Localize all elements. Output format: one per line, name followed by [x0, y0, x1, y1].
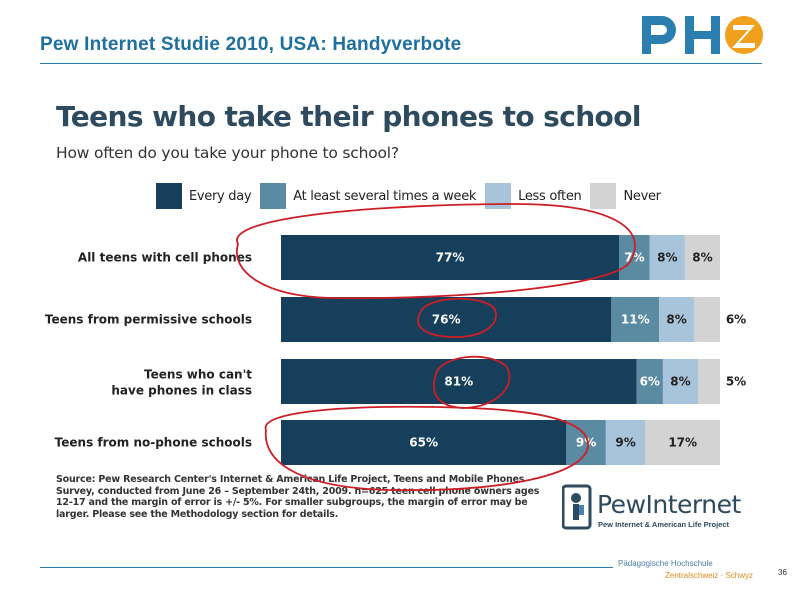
phz-logo-h — [685, 16, 720, 54]
title-divider — [40, 63, 762, 64]
footer-divider — [40, 567, 613, 568]
data-label: 65% — [409, 436, 438, 450]
data-label: 6% — [640, 375, 660, 389]
pew-logo-tagline: Pew Internet & American Life Project — [598, 520, 730, 529]
data-label: 76% — [432, 313, 461, 327]
data-label: 8% — [666, 313, 686, 327]
data-label: 6% — [726, 313, 746, 327]
footer-school-line2: Zentralschweiz · Schwyz — [665, 571, 754, 580]
chart-title: Teens who take their phones to school — [56, 100, 641, 133]
data-label: 17% — [668, 436, 697, 450]
data-label: 9% — [576, 436, 596, 450]
bar-segment — [662, 359, 699, 404]
bar-segment — [649, 235, 685, 280]
bar-segment — [611, 297, 660, 342]
bar-segment — [636, 359, 663, 404]
pew-logo-icon — [562, 484, 592, 530]
bar-segment — [698, 359, 720, 404]
category-label: All teens with cell phones — [78, 251, 252, 265]
page-number: 36 — [778, 568, 787, 577]
pew-logo-name: PewInternet — [597, 490, 741, 519]
data-label: 11% — [621, 313, 650, 327]
data-label: 7% — [624, 251, 644, 265]
category-label: Teens from permissive schools — [45, 313, 252, 327]
phz-logo — [642, 16, 763, 54]
bar-segment — [693, 297, 720, 342]
bar-segment — [659, 297, 694, 342]
slide-title: Pew Internet Studie 2010, USA: Handyverb… — [40, 34, 462, 55]
legend-label-several-times: At least several times a week — [293, 188, 477, 204]
category-label: Teens from no-phone schools — [55, 436, 252, 450]
legend-item-every-day: Every day — [156, 183, 252, 209]
data-label: 9% — [615, 436, 635, 450]
data-label: 77% — [436, 251, 465, 265]
footer-school-line1: Pädagogische Hochschule — [618, 559, 713, 568]
legend-label-less-often: Less often — [518, 188, 582, 204]
data-label: 5% — [726, 375, 746, 389]
bar-segment — [645, 420, 720, 465]
legend-label-every-day: Every day — [189, 188, 252, 204]
legend-swatch-every-day — [156, 183, 182, 209]
phz-logo-z — [725, 16, 763, 54]
data-label: 8% — [670, 375, 690, 389]
data-label: 81% — [444, 375, 473, 389]
bar-segment — [684, 235, 720, 280]
footer-school-name: Pädagogische Hochschule Zentralschweiz ·… — [618, 558, 753, 582]
legend-label-never: Never — [623, 188, 661, 204]
source-note: Source: Pew Research Center's Internet &… — [56, 474, 540, 520]
category-label: Teens who can't have phones in class — [111, 368, 252, 398]
bar-segment — [605, 420, 646, 465]
data-label: 8% — [657, 251, 677, 265]
chart-subtitle: How often do you take your phone to scho… — [56, 144, 399, 162]
phz-logo-p — [642, 16, 676, 54]
data-label: 8% — [692, 251, 712, 265]
